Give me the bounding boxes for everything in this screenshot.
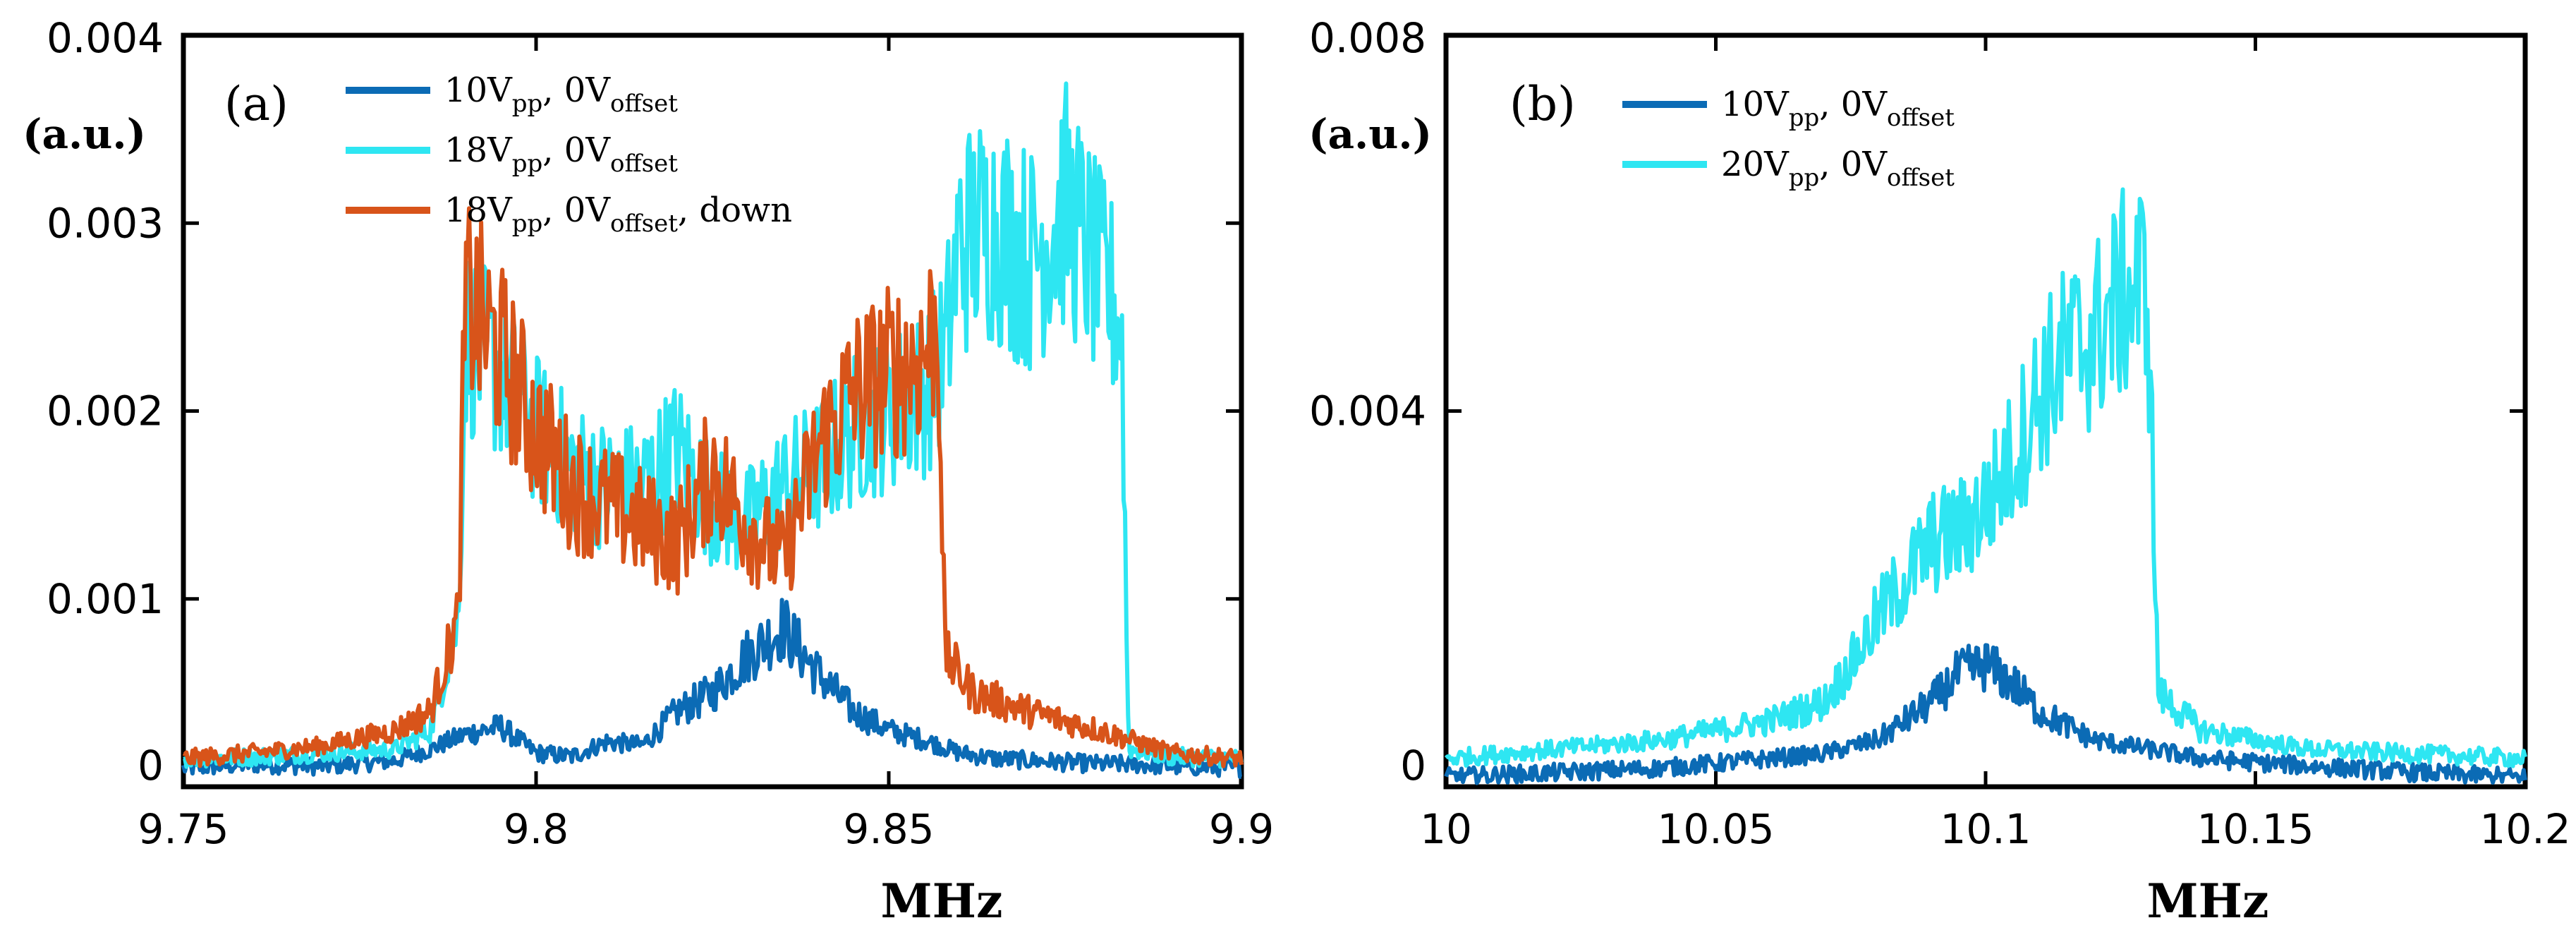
y-tick-label: 0: [138, 742, 164, 790]
series-line-2: [1444, 187, 2527, 768]
y-tick-label: 0.004: [47, 14, 164, 62]
panel-a-series: [181, 81, 1244, 780]
panel-a-y-axis-label: (a.u.): [23, 110, 146, 158]
series-line-1: [1444, 643, 2527, 785]
legend-text: , 0V: [1819, 85, 1888, 124]
y-tick-label: 0.001: [47, 575, 164, 623]
legend-subscript: offset: [610, 210, 678, 238]
legend-subscript: pp: [512, 150, 543, 178]
legend-entry: 18Vpp, 0Voffset, down: [444, 191, 792, 238]
legend-subscript: pp: [1789, 104, 1820, 132]
legend-entry: 18Vpp, 0Voffset: [444, 131, 678, 178]
x-tick-label: 9.75: [138, 805, 229, 853]
x-tick-label: 10: [1420, 805, 1472, 853]
legend-subscript: pp: [512, 90, 543, 118]
x-tick-label: 10.2: [2479, 805, 2570, 853]
y-tick-label: 0.002: [47, 387, 164, 435]
y-tick-label: 0.004: [1309, 387, 1426, 435]
y-tick-label: 0: [1400, 742, 1426, 790]
legend-subscript: pp: [1789, 164, 1820, 192]
x-tick-label: 9.85: [843, 805, 934, 853]
series-line-3: [182, 206, 1244, 768]
legend-text: , 0V: [542, 131, 611, 170]
legend-text: 18V: [444, 191, 513, 230]
x-tick-label: 10.15: [2197, 805, 2314, 853]
panel-a-ticks: 9.75 9.8 9.85 9.9 0 0.001 0.002 0.003 0.004: [47, 14, 1274, 853]
panel-a-x-axis-label: MHz: [881, 874, 1003, 929]
panel-b-label: (b): [1509, 77, 1576, 131]
series-line-2: [183, 81, 1244, 769]
legend-subscript: pp: [512, 210, 543, 238]
legend-text: , down: [678, 191, 792, 230]
legend-text: 20V: [1721, 145, 1790, 184]
panel-a-label: (a): [224, 77, 288, 131]
legend-subscript: offset: [1887, 104, 1955, 132]
legend-subscript: offset: [610, 90, 678, 118]
legend-entry: 10Vpp, 0Voffset: [444, 71, 678, 118]
legend-entry: 10Vpp, 0Voffset: [1721, 85, 1955, 132]
legend-entry: 20Vpp, 0Voffset: [1721, 145, 1955, 192]
legend-text: , 0V: [1819, 145, 1888, 184]
x-tick-label: 9.8: [504, 805, 569, 853]
panel-b-ticks: 10 10.05 10.1 10.15 10.2 0 0.004 0.008: [1309, 14, 2571, 853]
panel-b: 10 10.05 10.1 10.15 10.2 0 0.004 0.008 (b) (a.u…: [1308, 14, 2571, 929]
legend-subscript: offset: [1887, 164, 1955, 192]
legend-text: , 0V: [542, 71, 611, 110]
y-tick-label: 0.003: [47, 199, 164, 247]
x-tick-label: 10.05: [1657, 805, 1774, 853]
legend-text: 10V: [1721, 85, 1790, 124]
legend-text: , 0V: [542, 191, 611, 230]
legend-text: 18V: [444, 131, 513, 170]
legend-text: 10V: [444, 71, 513, 110]
panel-b-y-axis-label: (a.u.): [1308, 110, 1432, 158]
legend-subscript: offset: [610, 150, 678, 178]
panel-b-series: [1444, 187, 2527, 785]
y-tick-label: 0.008: [1309, 14, 1426, 62]
panel-b-x-axis-label: MHz: [2147, 874, 2269, 929]
x-tick-label: 9.9: [1209, 805, 1274, 853]
x-tick-label: 10.1: [1940, 805, 2031, 853]
